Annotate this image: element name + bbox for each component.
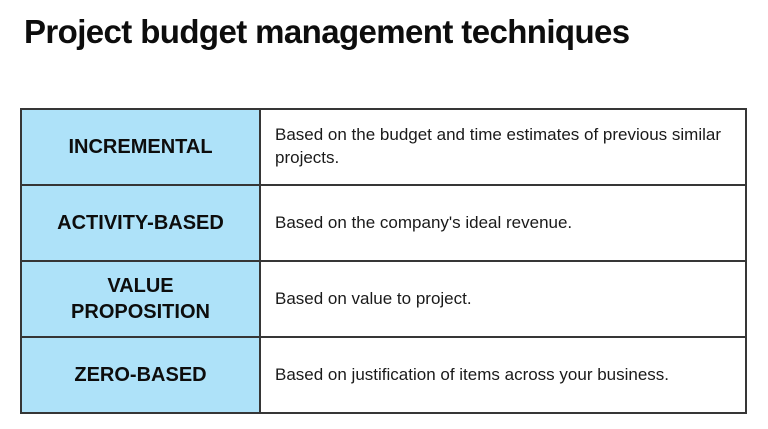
technique-cell-incremental: INCREMENTAL (22, 110, 261, 184)
technique-label: VALUE PROPOSITION (71, 275, 210, 323)
technique-label: ZERO-BASED (74, 364, 207, 386)
description-text: Based on the company's ideal revenue. (275, 212, 573, 232)
description-text: Based on value to project. (275, 288, 472, 308)
description-cell: Based on the budget and time estimates o… (261, 110, 745, 184)
technique-cell-value-proposition: VALUE PROPOSITION (22, 262, 261, 336)
technique-label: INCREMENTAL (68, 136, 213, 158)
table-row: ZERO-BASED Based on justification of ite… (22, 338, 745, 412)
description-text: Based on justification of items across y… (275, 364, 670, 384)
description-cell: Based on value to project. (261, 262, 745, 336)
table-row: VALUE PROPOSITION Based on value to proj… (22, 262, 745, 338)
technique-cell-zero-based: ZERO-BASED (22, 338, 261, 412)
technique-label: ACTIVITY-BASED (57, 212, 224, 234)
description-text: Based on the budget and time estimates o… (275, 125, 722, 167)
description-cell: Based on justification of items across y… (261, 338, 745, 412)
table-row: INCREMENTAL Based on the budget and time… (22, 110, 745, 186)
description-cell: Based on the company's ideal revenue. (261, 186, 745, 260)
budget-techniques-table: INCREMENTAL Based on the budget and time… (20, 108, 747, 414)
technique-cell-activity-based: ACTIVITY-BASED (22, 186, 261, 260)
table-row: ACTIVITY-BASED Based on the company's id… (22, 186, 745, 262)
page-title: Project budget management techniques (24, 13, 630, 50)
